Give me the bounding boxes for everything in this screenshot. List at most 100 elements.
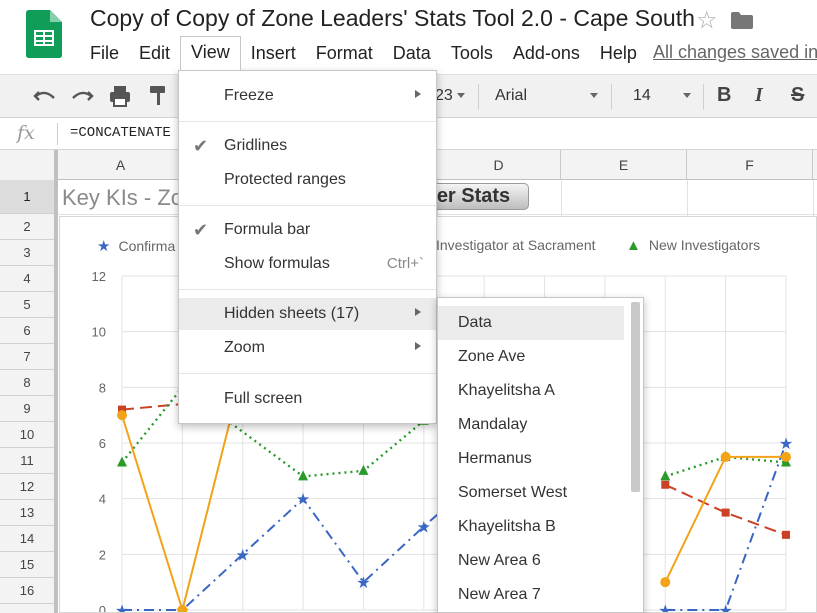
sheet-item[interactable]: Data (438, 306, 624, 340)
menu-format[interactable]: Format (315, 43, 373, 63)
star-point: ★ (417, 520, 431, 537)
series-line (664, 455, 787, 478)
sheet-item[interactable]: Khayelitsha A (438, 374, 624, 408)
menu-item-formula-bar[interactable]: ✔ Formula bar (179, 214, 436, 246)
caret-down-icon[interactable] (590, 93, 598, 98)
star-icon[interactable]: ☆ (696, 7, 718, 34)
menu-edit[interactable]: Edit (139, 43, 171, 63)
row-header[interactable]: 5 (0, 292, 54, 318)
row-header[interactable]: 2 (0, 214, 54, 240)
menu-item-zoom[interactable]: Zoom (179, 332, 436, 364)
formula-input[interactable]: =CONCATENATE (70, 125, 171, 141)
triangle-point (660, 470, 671, 481)
hidden-sheets-submenu: Data Zone Ave Khayelitsha A Mandalay Hermanu… (437, 297, 644, 613)
row-header[interactable]: 6 (0, 318, 54, 344)
submenu-arrow-icon (415, 342, 421, 350)
caret-down-icon[interactable] (683, 93, 691, 98)
star-point: ★ (779, 436, 793, 453)
menu-tools[interactable]: Tools (450, 43, 493, 63)
caret-down-icon[interactable] (457, 93, 465, 98)
legend-label: Confirma (118, 238, 176, 254)
star-point: ★ (236, 547, 250, 564)
document-title[interactable]: Copy of Copy of Zone Leaders' Stats Tool… (90, 5, 695, 31)
paint-format-icon[interactable] (146, 83, 172, 109)
sheet-item[interactable]: New Area 6 (438, 544, 624, 578)
column-header-e[interactable]: E (561, 150, 687, 180)
row-header[interactable]: 13 (0, 500, 54, 526)
italic-button[interactable]: I (755, 84, 763, 106)
sheet-item-label: Somerset West (458, 484, 568, 501)
strikethrough-button[interactable]: S (791, 84, 805, 106)
row-headers: 1 2 3 4 5 6 7 8 9 10 11 12 13 14 15 16 (0, 180, 58, 613)
menu-divider (179, 289, 436, 290)
menu-view[interactable]: View (180, 36, 241, 70)
redo-icon[interactable] (69, 83, 95, 109)
circle-point (781, 451, 791, 462)
sheet-item[interactable]: Hermanus (438, 442, 624, 476)
sheet-item[interactable]: Khayelitsha B (438, 510, 624, 544)
menu-item-show-formulas[interactable]: Show formulas Ctrl+` (179, 248, 436, 280)
menu-item-gridlines[interactable]: ✔ Gridlines (179, 130, 436, 162)
row-header[interactable]: 1 (0, 180, 54, 214)
menu-bar: File Edit View Insert Format Data Tools … (80, 36, 647, 70)
column-header-d[interactable]: D (437, 150, 561, 180)
sheet-item[interactable]: New Area 7 (438, 578, 624, 612)
bold-button[interactable]: B (717, 84, 732, 106)
row-header[interactable]: 8 (0, 370, 54, 396)
sheet-item[interactable]: Mandalay (438, 408, 624, 442)
menu-item-protected-ranges[interactable]: Protected ranges (179, 164, 436, 196)
menu-item-hidden-sheets[interactable]: Hidden sheets (17) (179, 298, 436, 330)
menu-file[interactable]: File (90, 43, 120, 63)
row-header[interactable]: 10 (0, 422, 54, 448)
triangle-point (358, 464, 369, 475)
menu-addons[interactable]: Add-ons (512, 43, 580, 63)
square-point (721, 508, 730, 517)
menu-divider (179, 205, 436, 206)
number-format-button[interactable]: 23 (435, 87, 453, 104)
row-header[interactable]: 12 (0, 474, 54, 500)
row-header[interactable]: 4 (0, 266, 54, 292)
menu-item-full-screen[interactable]: Full screen (179, 383, 436, 415)
menu-item-freeze[interactable]: Freeze (179, 80, 436, 112)
column-header-a[interactable]: A (58, 150, 184, 180)
sheet-item-label: Hermanus (458, 450, 532, 467)
menu-insert[interactable]: Insert (250, 43, 296, 63)
submenu-arrow-icon (415, 308, 421, 316)
cell-a1-text[interactable]: Key KIs - Zo (62, 185, 184, 210)
triangle-point (298, 470, 309, 481)
row-header[interactable]: 7 (0, 344, 54, 370)
grid-line (58, 214, 817, 215)
column-header-f[interactable]: F (687, 150, 813, 180)
row-header[interactable]: 3 (0, 240, 54, 266)
undo-icon[interactable] (32, 83, 58, 109)
y-tick-label: 4 (99, 492, 106, 507)
menu-data[interactable]: Data (392, 43, 431, 63)
menu-item-label: Show formulas (224, 255, 330, 272)
font-size-select[interactable]: 14 (633, 87, 651, 104)
save-status-link[interactable]: All changes saved in (653, 42, 817, 62)
font-family-select[interactable]: Arial (495, 87, 528, 104)
sheet-item[interactable]: Zone Ave (438, 340, 624, 374)
submenu-scrollbar[interactable] (631, 302, 640, 492)
series-line (664, 483, 787, 536)
submenu-arrow-icon (415, 90, 421, 98)
row-header[interactable]: 11 (0, 448, 54, 474)
triangle-point (117, 456, 127, 467)
folder-icon[interactable] (731, 12, 753, 29)
star-point: ★ (115, 603, 129, 612)
row-header[interactable]: 15 (0, 552, 54, 578)
menu-divider (179, 121, 436, 122)
print-icon[interactable] (107, 83, 133, 109)
y-tick-label: 12 (92, 269, 106, 284)
sheets-logo-icon[interactable] (26, 10, 62, 58)
circle-point (177, 605, 188, 612)
row-header[interactable]: 16 (0, 578, 54, 604)
menu-help[interactable]: Help (599, 43, 637, 63)
triangle-marker-icon: ▲ (626, 237, 641, 254)
toolbar-divider (703, 84, 704, 110)
sheet-item[interactable]: Somerset West (438, 476, 624, 510)
row-header[interactable]: 14 (0, 526, 54, 552)
series-line (121, 385, 485, 478)
select-all-corner[interactable] (0, 150, 58, 180)
row-header[interactable]: 9 (0, 396, 54, 422)
